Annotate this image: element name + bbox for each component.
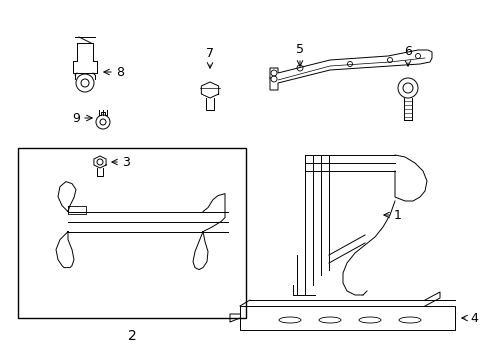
Text: 9: 9 bbox=[72, 112, 80, 125]
Text: 7: 7 bbox=[205, 47, 214, 60]
Text: 6: 6 bbox=[403, 45, 411, 58]
Bar bbox=[18, 148, 245, 318]
Text: 3: 3 bbox=[122, 156, 130, 168]
Text: 5: 5 bbox=[295, 43, 304, 56]
Text: 1: 1 bbox=[393, 208, 401, 221]
Text: 8: 8 bbox=[116, 66, 124, 78]
Text: 4: 4 bbox=[469, 311, 477, 324]
Text: 2: 2 bbox=[127, 329, 136, 343]
